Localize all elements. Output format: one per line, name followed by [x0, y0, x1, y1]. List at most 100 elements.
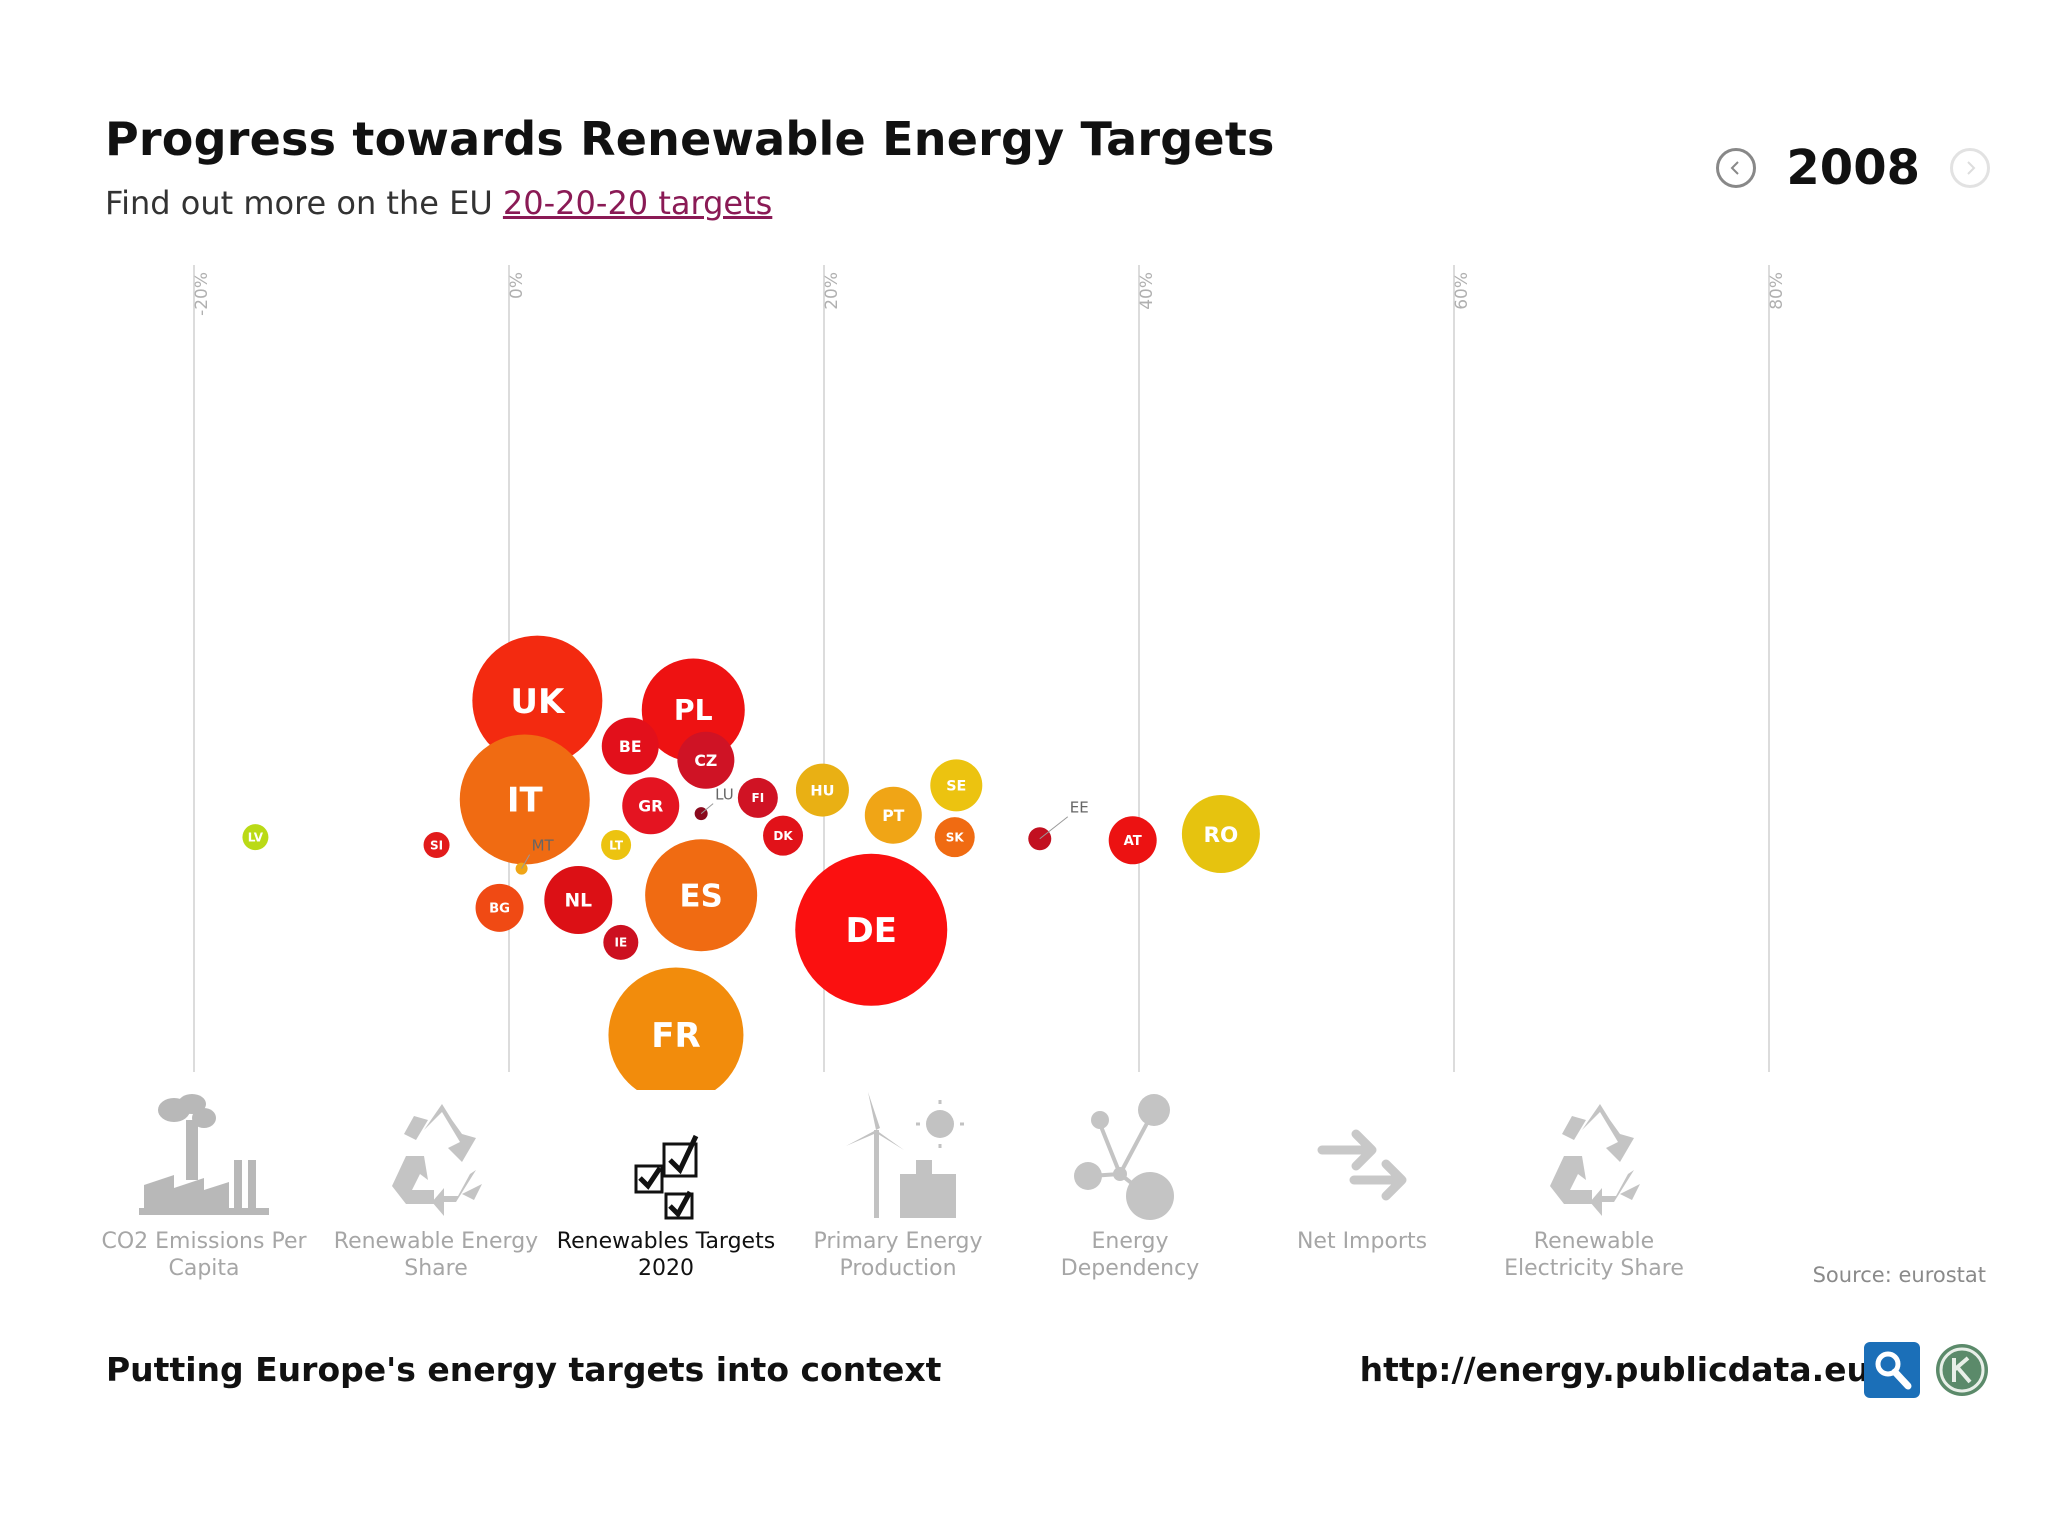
bubble-lu[interactable]: LU: [694, 786, 734, 821]
x-tick-label: 40%: [1137, 272, 1157, 310]
bubble-sk[interactable]: SK: [934, 817, 975, 858]
bubble-ee[interactable]: EE: [1028, 799, 1089, 851]
wind-turbine-icon: [846, 1092, 964, 1218]
bubble-label: IE: [614, 936, 627, 950]
year-label: 2008: [1786, 140, 1920, 196]
bubble-circle: [601, 830, 632, 861]
next-year-button[interactable]: [1950, 148, 1990, 188]
bubble-circle: [472, 635, 603, 766]
bubble-chart: -20% 0% 20% 40% 60% 80% UK PL BE CZ IT GR FI HU SE PT L…: [192, 265, 1787, 1090]
bubble-circle: [934, 817, 975, 858]
bubble-circle: [795, 763, 849, 817]
x-tick-label: 60%: [1452, 272, 1472, 310]
prev-year-button[interactable]: [1716, 148, 1757, 188]
bubble-pt[interactable]: PT: [864, 786, 922, 844]
bubble-fi[interactable]: FI: [737, 777, 778, 818]
bubble-circle: [1181, 795, 1260, 874]
bubble-mt[interactable]: MT: [515, 837, 555, 875]
bubble-at[interactable]: AT: [1108, 816, 1157, 865]
okf-logo-icon[interactable]: [1934, 1342, 1990, 1398]
bubble-label: UK: [510, 682, 566, 722]
bubble-si[interactable]: SI: [423, 832, 450, 859]
bubble-circle: [677, 731, 735, 789]
tab-primary-production[interactable]: Primary Energy Production: [788, 1090, 1008, 1282]
bubble-uk[interactable]: UK: [472, 635, 603, 766]
bubble-label: BG: [489, 902, 510, 917]
bubble-circle: [423, 832, 450, 859]
bubble-label: LV: [248, 830, 264, 844]
bubble-label: FI: [752, 791, 765, 805]
bubble-label: BE: [619, 737, 642, 756]
source-note: Source: eurostat: [1812, 1263, 1986, 1287]
bubble-gr[interactable]: GR: [622, 777, 680, 835]
search-logo-icon[interactable]: [1864, 1342, 1920, 1398]
bubble-circle: [930, 759, 983, 812]
bubble-circle: [795, 853, 948, 1006]
tab-label: CO2 Emissions Per Capita: [101, 1229, 307, 1281]
bubble-cz[interactable]: CZ: [677, 731, 735, 789]
bubble-circle: [544, 865, 613, 934]
bubble-circle: [1108, 816, 1157, 865]
tab-co2-emissions[interactable]: CO2 Emissions Per Capita: [94, 1090, 314, 1282]
tab-net-imports[interactable]: Net Imports: [1252, 1090, 1472, 1255]
bubble-de[interactable]: DE: [795, 853, 948, 1006]
tab-label: Energy Dependency: [1060, 1229, 1200, 1281]
bubble-se[interactable]: SE: [930, 759, 983, 812]
bubble-circle: [645, 839, 758, 952]
tab-renewables-targets[interactable]: Renewables Targets 2020: [556, 1090, 776, 1282]
bubble-nl[interactable]: NL: [544, 865, 613, 934]
bubble-circle: [763, 815, 804, 856]
footer-url-link[interactable]: http://energy.publicdata.eu: [1359, 1350, 1870, 1389]
tab-renewable-electricity[interactable]: Renewable Electricity Share: [1484, 1090, 1704, 1282]
bubble-label: DK: [773, 829, 793, 843]
bubble-lt[interactable]: LT: [601, 830, 632, 861]
bubble-bg[interactable]: BG: [475, 883, 524, 932]
bubble-circle: [737, 777, 778, 818]
bubble-label: SK: [946, 830, 965, 844]
bubble-dk[interactable]: DK: [763, 815, 804, 856]
bubble-fr[interactable]: FR: [608, 967, 744, 1090]
bubble-label: IT: [507, 781, 544, 821]
tab-renewable-share[interactable]: Renewable Energy Share: [326, 1090, 546, 1282]
targets-link[interactable]: 20-20-20 targets: [502, 184, 773, 222]
bubble-label: SI: [430, 838, 443, 852]
bubble-it[interactable]: IT: [459, 734, 590, 865]
bubble-circle: [459, 734, 590, 865]
network-icon: [1074, 1094, 1174, 1220]
bubble-label: PL: [674, 694, 713, 727]
bubble-circle: [622, 777, 680, 835]
label-leader: [1039, 816, 1069, 840]
chevron-left-icon: [1730, 161, 1740, 175]
tab-label: Primary Energy Production: [813, 1229, 983, 1281]
bubble-label: EE: [1070, 799, 1089, 817]
year-navigator: 2008: [1716, 138, 1990, 198]
bubble-label: HU: [810, 782, 834, 799]
recycle-icon: [1550, 1104, 1640, 1216]
bubble-label: AT: [1124, 834, 1142, 849]
bubble-ro[interactable]: RO: [1181, 795, 1260, 874]
open-knowledge-icon: [1936, 1344, 1988, 1396]
subtitle-prefix: Find out more on the EU: [105, 184, 493, 222]
tab-label: Renewable Electricity Share: [1504, 1229, 1684, 1281]
tab-energy-dependency[interactable]: Energy Dependency: [1020, 1090, 1240, 1282]
bubble-label: PT: [882, 806, 904, 825]
x-tick-label: 20%: [822, 272, 842, 310]
chevron-right-icon: [1967, 161, 1976, 175]
bubble-label: NL: [565, 891, 593, 912]
tab-label: Renewable Energy Share: [333, 1229, 539, 1281]
indicator-tabs: CO2 Emissions Per Capita Renewable Energ…: [0, 1090, 2048, 1310]
bubble-circle: [603, 924, 639, 960]
bubble-label: FR: [651, 1016, 700, 1056]
bubble-lv[interactable]: LV: [242, 824, 269, 851]
subtitle: Find out more on the EU 20-20-20 targets: [105, 184, 772, 222]
tab-label: Net Imports: [1296, 1229, 1428, 1254]
bubble-be[interactable]: BE: [601, 717, 659, 775]
bubble-hu[interactable]: HU: [795, 763, 849, 817]
x-tick-label: 0%: [507, 272, 527, 299]
bubble-ie[interactable]: IE: [603, 924, 639, 960]
bubble-label: RO: [1203, 823, 1238, 848]
bubble-circle: [475, 883, 524, 932]
x-tick-label: 80%: [1767, 272, 1787, 310]
tab-label: Renewables Targets 2020: [556, 1229, 776, 1281]
bubble-es[interactable]: ES: [645, 839, 758, 952]
